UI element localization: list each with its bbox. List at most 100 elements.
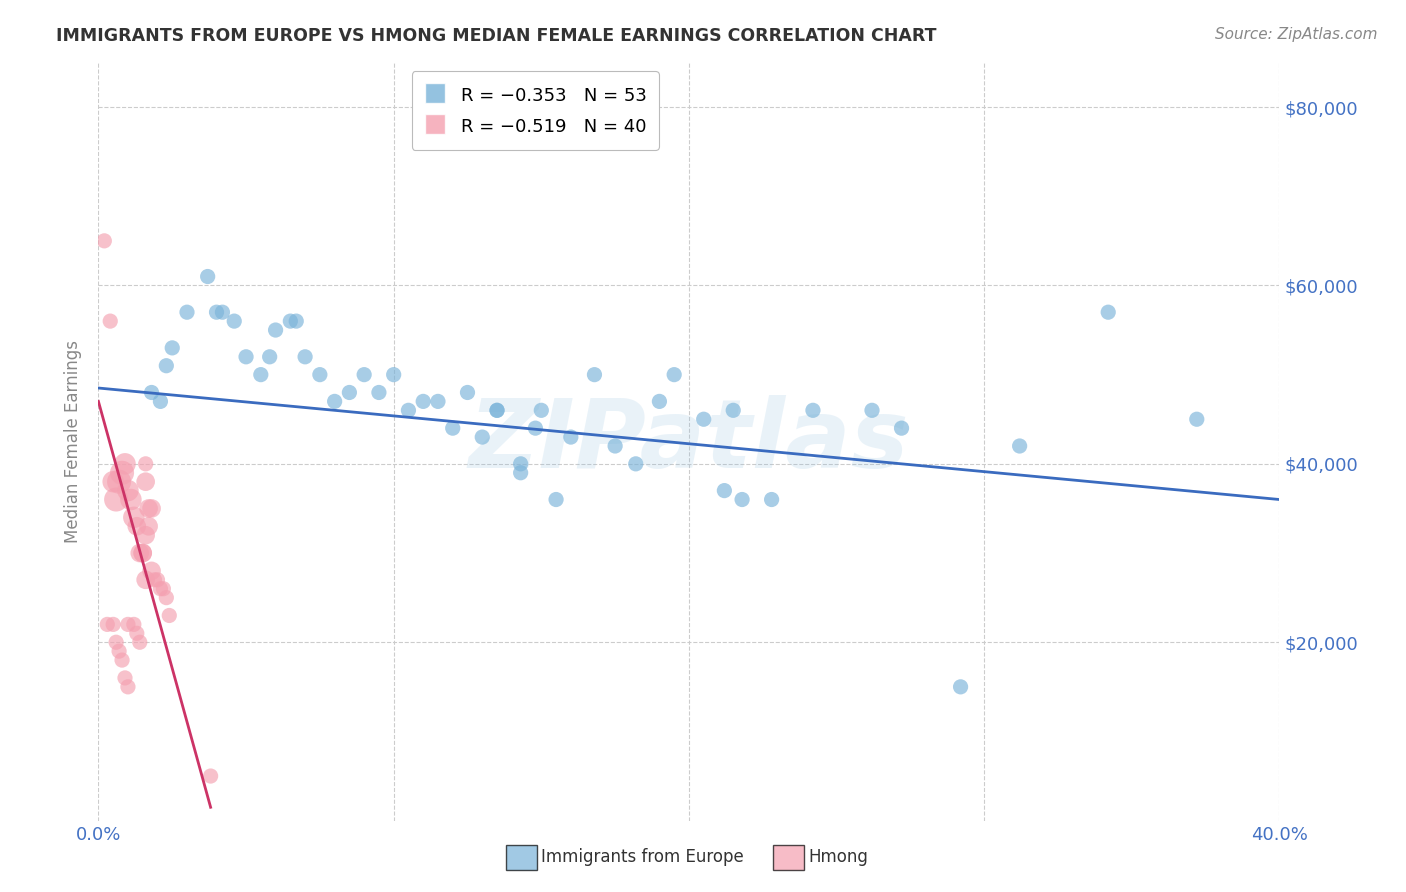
Point	[368, 385, 391, 400]
Point	[605, 439, 627, 453]
Point	[509, 466, 531, 480]
Y-axis label: Median Female Earnings: Median Female Earnings	[65, 340, 83, 543]
Point	[176, 305, 198, 319]
Point	[211, 305, 233, 319]
Point	[624, 457, 647, 471]
Point	[427, 394, 450, 409]
Point	[648, 394, 671, 409]
Point	[135, 528, 157, 542]
Point	[117, 617, 139, 632]
Point	[108, 475, 131, 489]
Text: Source: ZipAtlas.com: Source: ZipAtlas.com	[1215, 27, 1378, 42]
Point	[98, 314, 121, 328]
Point	[155, 591, 177, 605]
Point	[890, 421, 912, 435]
Point	[162, 341, 183, 355]
Point	[197, 269, 219, 284]
Point	[155, 359, 177, 373]
Point	[457, 385, 479, 400]
Point	[259, 350, 281, 364]
Point	[128, 635, 150, 649]
Point	[801, 403, 824, 417]
Point	[323, 394, 346, 409]
Point	[200, 769, 222, 783]
Point	[96, 617, 118, 632]
Point	[524, 421, 547, 435]
Point	[135, 457, 157, 471]
Point	[731, 492, 754, 507]
Point	[135, 475, 157, 489]
Point	[486, 403, 509, 417]
Point	[149, 394, 172, 409]
Point	[205, 305, 228, 319]
Point	[157, 608, 180, 623]
Legend: R = −0.353   N = 53, R = −0.519   N = 40: R = −0.353 N = 53, R = −0.519 N = 40	[412, 71, 659, 150]
Point	[224, 314, 246, 328]
Point	[105, 492, 128, 507]
Point	[149, 582, 172, 596]
Point	[1008, 439, 1031, 453]
Point	[398, 403, 420, 417]
Point	[93, 234, 115, 248]
Point	[143, 573, 166, 587]
Point	[441, 421, 464, 435]
Point	[105, 635, 128, 649]
Point	[471, 430, 494, 444]
Point	[250, 368, 273, 382]
Point	[235, 350, 257, 364]
Point	[117, 483, 139, 498]
Point	[128, 546, 150, 560]
Point	[141, 501, 163, 516]
Text: ZIPatlas: ZIPatlas	[468, 395, 910, 488]
Point	[382, 368, 405, 382]
Point	[132, 546, 155, 560]
Point	[152, 582, 174, 596]
Point	[294, 350, 316, 364]
Point	[141, 564, 163, 578]
Point	[664, 368, 686, 382]
Point	[120, 492, 142, 507]
Point	[713, 483, 735, 498]
Point	[138, 519, 160, 533]
Point	[108, 644, 131, 658]
Point	[761, 492, 783, 507]
Point	[693, 412, 716, 426]
Point	[949, 680, 972, 694]
Point	[125, 519, 148, 533]
Text: Hmong: Hmong	[808, 848, 869, 866]
Point	[1185, 412, 1208, 426]
Point	[114, 457, 136, 471]
Text: Immigrants from Europe: Immigrants from Europe	[541, 848, 744, 866]
Point	[583, 368, 606, 382]
Point	[560, 430, 582, 444]
Point	[412, 394, 434, 409]
Point	[264, 323, 287, 337]
Point	[138, 501, 160, 516]
Point	[125, 626, 148, 640]
Point	[546, 492, 568, 507]
Point	[135, 573, 157, 587]
Point	[280, 314, 302, 328]
Point	[103, 475, 125, 489]
Point	[1097, 305, 1119, 319]
Point	[339, 385, 361, 400]
Point	[141, 385, 163, 400]
Point	[132, 546, 155, 560]
Point	[103, 617, 125, 632]
Point	[723, 403, 745, 417]
Point	[530, 403, 553, 417]
Point	[353, 368, 375, 382]
Point	[114, 671, 136, 685]
Point	[117, 680, 139, 694]
Point	[486, 403, 509, 417]
Point	[122, 617, 145, 632]
Point	[111, 653, 134, 667]
Point	[111, 466, 134, 480]
Point	[285, 314, 308, 328]
Text: IMMIGRANTS FROM EUROPE VS HMONG MEDIAN FEMALE EARNINGS CORRELATION CHART: IMMIGRANTS FROM EUROPE VS HMONG MEDIAN F…	[56, 27, 936, 45]
Point	[146, 573, 169, 587]
Point	[509, 457, 531, 471]
Point	[860, 403, 883, 417]
Point	[309, 368, 332, 382]
Point	[122, 510, 145, 524]
